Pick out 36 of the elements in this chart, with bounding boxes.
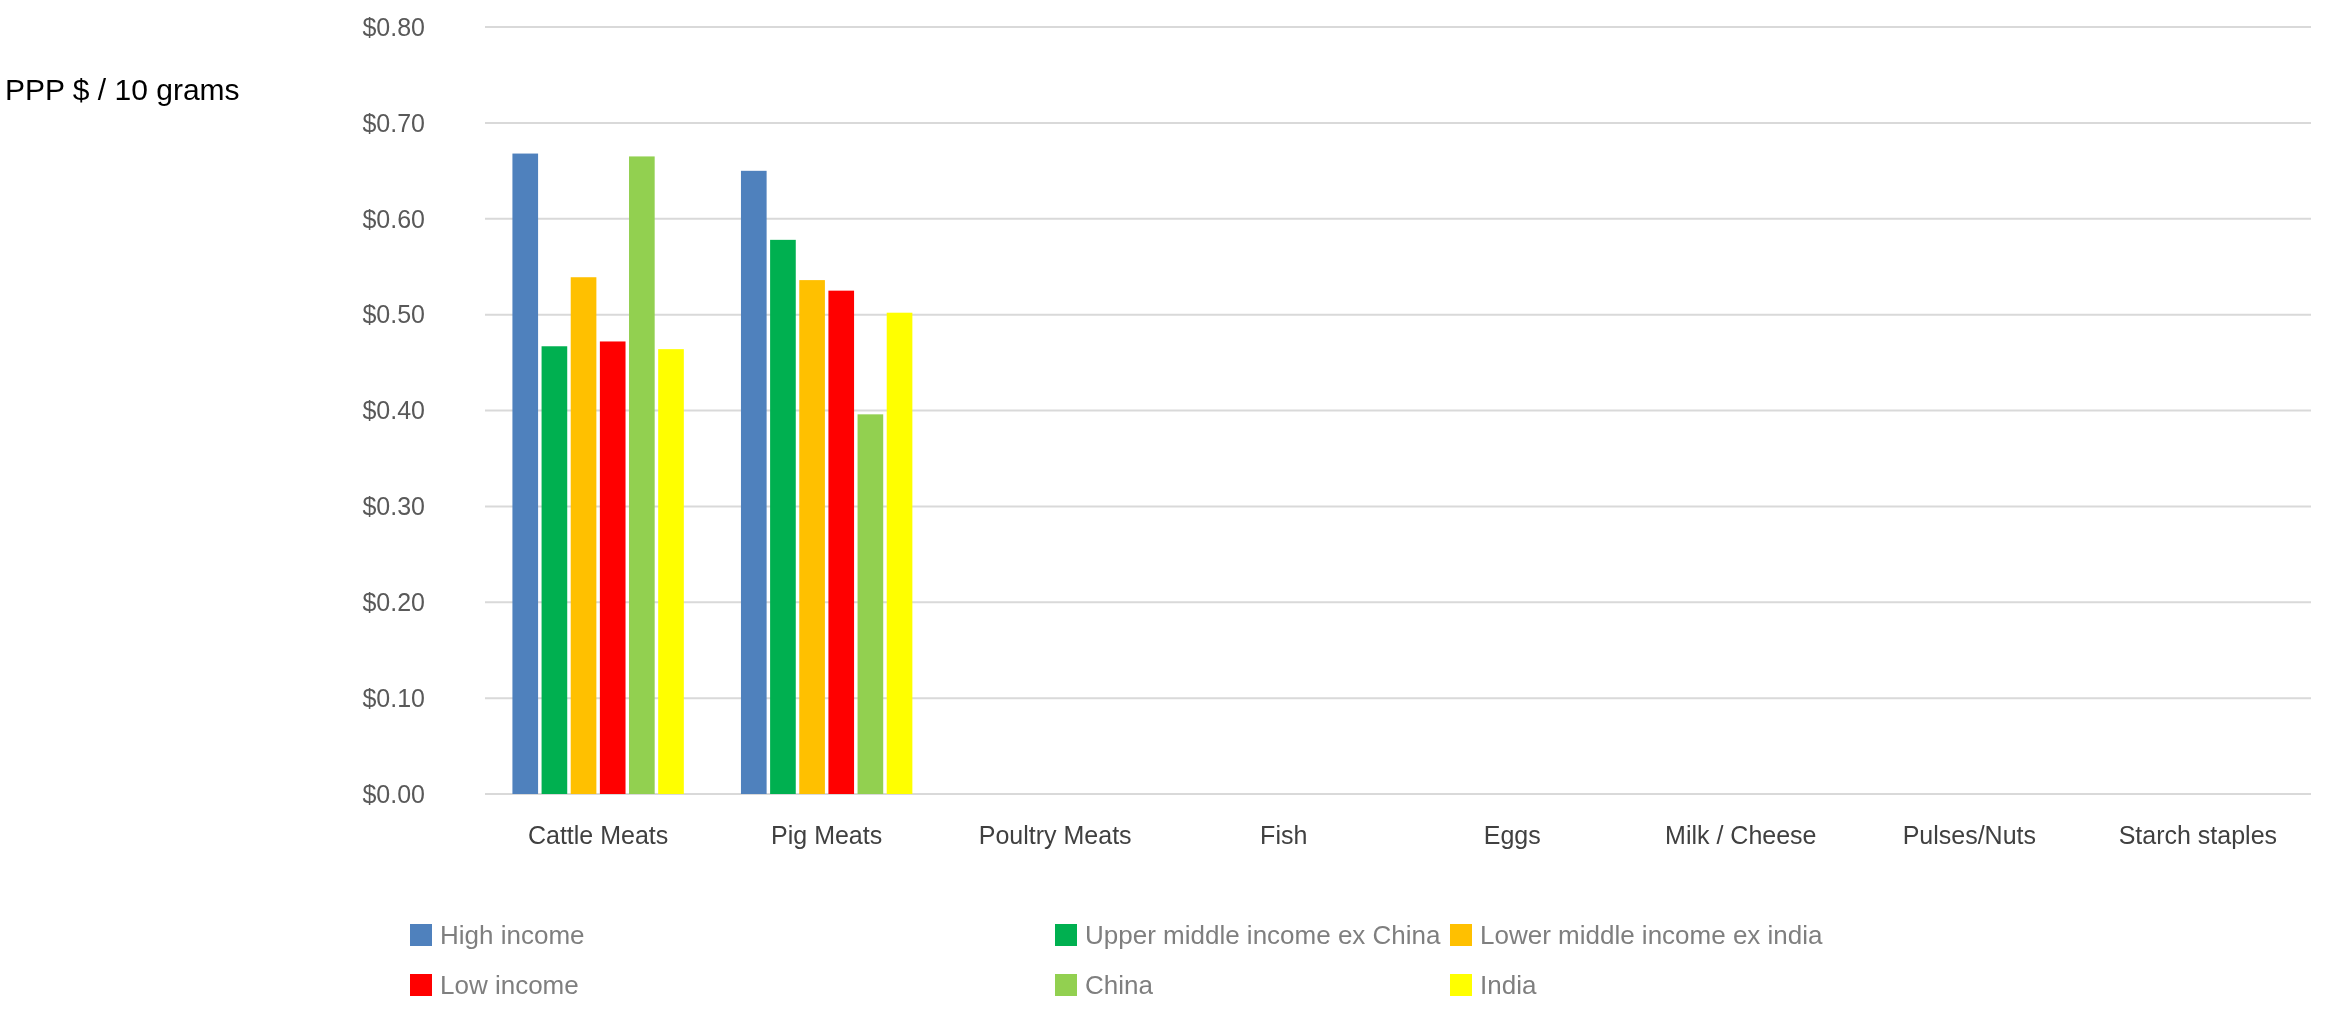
legend-label: Low income xyxy=(440,970,579,1001)
bar xyxy=(886,312,913,794)
legend-label: High income xyxy=(440,920,585,951)
x-tick-label: Starch staples xyxy=(2118,821,2278,849)
y-tick-label: $0.00 xyxy=(362,779,425,808)
y-tick-label: $0.20 xyxy=(362,588,425,616)
legend-label: India xyxy=(1480,970,1537,1001)
legend-label: China xyxy=(1085,970,1154,1001)
bar xyxy=(541,346,568,794)
legend-label: Upper middle income ex China xyxy=(1085,920,1442,951)
y-tick-label: $0.80 xyxy=(362,12,425,41)
y-tick-label: $0.70 xyxy=(362,108,425,137)
bar xyxy=(629,156,655,794)
y-axis-title: PPP $ / 10 grams xyxy=(5,73,240,106)
bar xyxy=(599,341,626,794)
y-tick-label: $0.30 xyxy=(362,492,425,521)
y-tick-label: $0.10 xyxy=(362,683,425,712)
y-tick-label: $0.50 xyxy=(362,300,425,329)
x-tick-label: Pig Meats xyxy=(771,821,883,849)
y-tick-label: $0.60 xyxy=(362,204,425,233)
y-tick-label: $0.40 xyxy=(362,396,425,425)
x-tick-label: Milk / Cheese xyxy=(1665,821,1817,849)
bar xyxy=(857,414,884,794)
bar xyxy=(799,280,825,794)
x-tick-label: Fish xyxy=(1260,821,1308,849)
x-tick-label: Cattle Meats xyxy=(527,821,669,849)
bar xyxy=(828,290,855,794)
x-tick-label: Eggs xyxy=(1483,821,1541,849)
legend-label: Lower middle income ex india xyxy=(1480,920,1824,951)
bar xyxy=(770,239,796,794)
bar xyxy=(512,153,539,794)
bar xyxy=(740,170,767,794)
x-tick-label: Pulses/Nuts xyxy=(1902,821,2037,849)
bar xyxy=(658,349,684,794)
x-tick-label: Poultry Meats xyxy=(978,821,1132,849)
bar xyxy=(570,277,597,794)
